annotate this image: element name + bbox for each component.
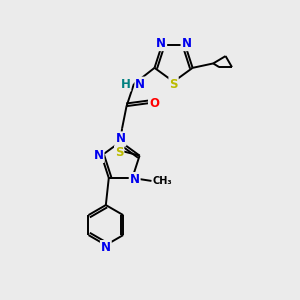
Text: N: N [101,241,111,254]
Text: O: O [149,97,159,110]
Text: S: S [115,146,123,159]
Text: CH₃: CH₃ [153,176,172,186]
Text: N: N [94,149,103,162]
Text: N: N [182,37,191,50]
Text: N: N [116,132,126,145]
Text: N: N [130,173,140,186]
Text: H: H [121,77,130,91]
Text: N: N [135,77,146,91]
Text: N: N [156,37,166,50]
Text: S: S [169,77,178,91]
